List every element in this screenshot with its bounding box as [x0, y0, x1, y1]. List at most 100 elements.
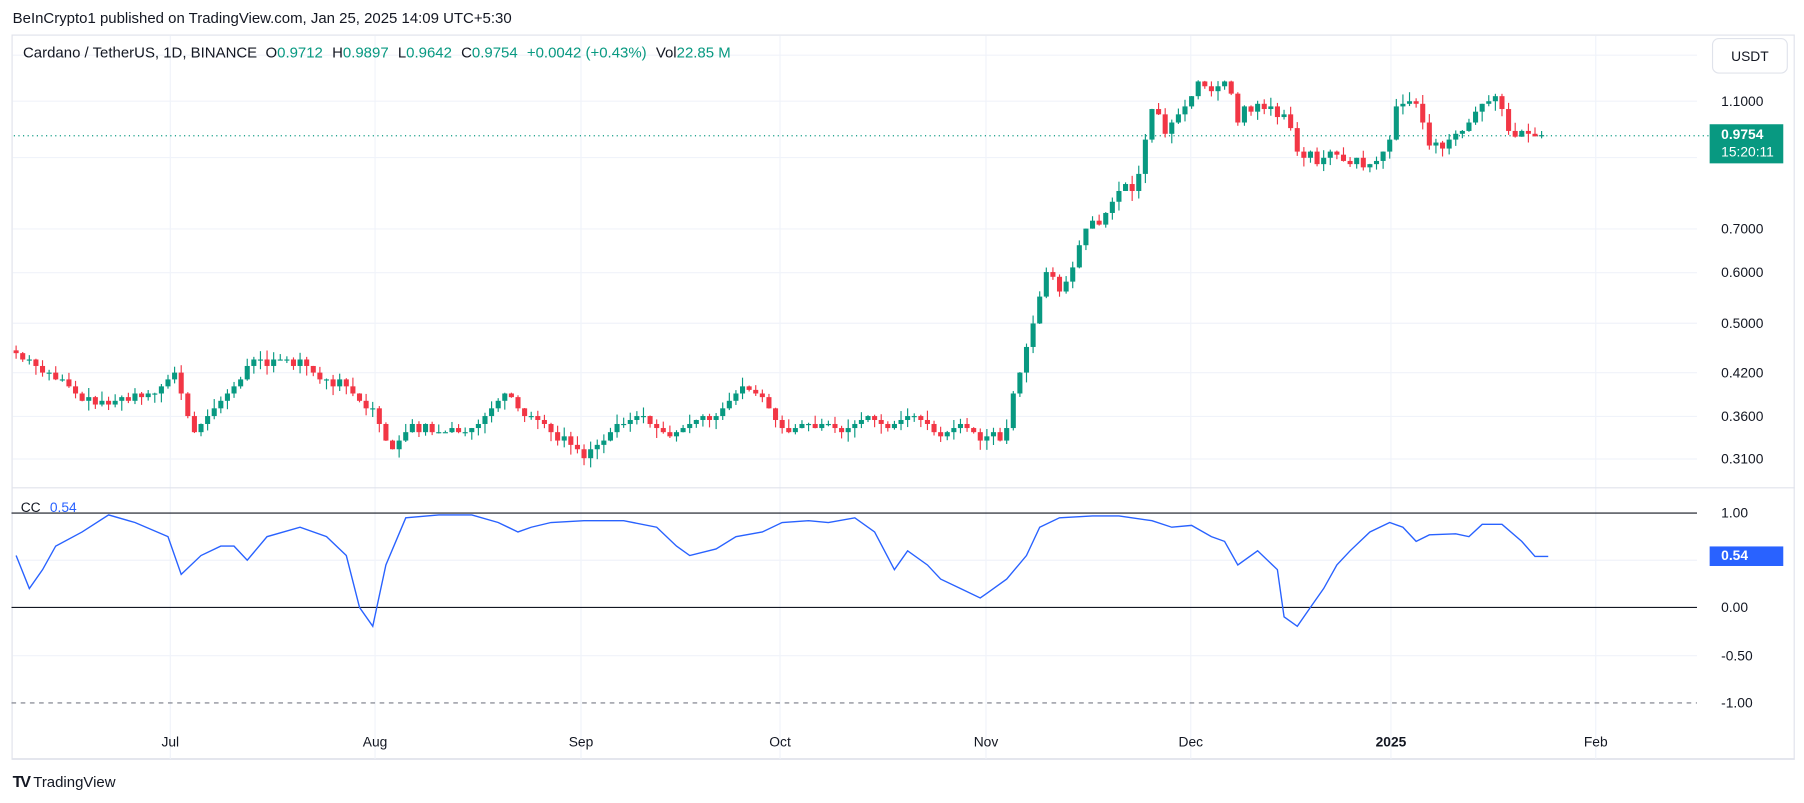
candle-body: [310, 365, 316, 373]
change-value: +0.0042 (+0.43%): [526, 43, 647, 61]
candle: [601, 434, 607, 454]
candle-body: [957, 423, 963, 429]
candle: [1387, 135, 1393, 159]
candle-body: [152, 393, 158, 395]
candle: [383, 422, 389, 441]
candle: [839, 425, 845, 439]
candle: [865, 415, 871, 423]
candle-body: [1017, 372, 1023, 394]
candle-body: [1413, 101, 1419, 104]
candle-body: [1056, 276, 1063, 292]
candle: [621, 417, 627, 428]
candle: [720, 402, 726, 420]
time-axis-label: Oct: [769, 733, 791, 751]
candle-body: [1109, 201, 1115, 213]
candle-body: [1347, 160, 1353, 165]
candle-body: [376, 408, 382, 424]
candle-body: [409, 423, 415, 433]
candle-body: [185, 393, 191, 417]
candle: [389, 439, 396, 450]
candle: [152, 392, 158, 403]
candle: [1281, 109, 1287, 120]
high-label: H: [332, 43, 343, 61]
candle-body: [482, 416, 488, 424]
currency-button[interactable]: USDT: [1711, 37, 1788, 74]
candle: [1512, 122, 1518, 138]
candle: [911, 413, 917, 422]
candle: [39, 360, 46, 377]
candle-body: [1479, 103, 1485, 112]
candle-body: [1327, 151, 1333, 158]
time-axis-label: Sep: [568, 733, 594, 751]
candle-body: [238, 379, 244, 387]
candle: [1400, 94, 1406, 115]
candle-body: [211, 408, 217, 417]
candle-body: [502, 393, 508, 401]
candle-body: [1373, 160, 1380, 165]
candle-body: [53, 372, 59, 380]
candle: [1090, 216, 1096, 229]
candle: [832, 416, 838, 433]
price-axis-label: 0.6000: [1721, 264, 1764, 281]
price-axis-label: 0.5000: [1721, 315, 1764, 332]
candle: [1050, 267, 1056, 280]
candle: [1096, 214, 1102, 226]
candle-body: [1103, 212, 1109, 225]
candle: [1215, 81, 1221, 101]
candle: [1519, 129, 1525, 137]
candle: [462, 427, 468, 437]
candle-body: [1235, 93, 1241, 123]
candle: [224, 389, 230, 410]
candle: [165, 374, 171, 389]
symbol-legend[interactable]: Cardano / TetherUS, 1D, BINANCE O0.9712 H…: [23, 44, 740, 61]
volume-value: 22.85 M: [676, 43, 731, 61]
low-label: L: [397, 43, 407, 61]
candle-body: [1248, 106, 1254, 112]
candle: [489, 401, 495, 423]
candle: [1459, 130, 1465, 139]
candle: [323, 378, 330, 390]
candle-body: [489, 408, 495, 417]
candle: [317, 366, 323, 384]
tradingview-logo[interactable]: TV TradingView: [13, 772, 116, 790]
candle-body: [1076, 245, 1082, 268]
candle-body: [1142, 139, 1148, 174]
candle-body: [165, 379, 171, 387]
candle-body: [1400, 103, 1406, 107]
candle: [1453, 130, 1459, 146]
candle: [1208, 81, 1214, 97]
candle-body: [627, 419, 633, 424]
candle-body: [1043, 272, 1049, 297]
candle-body: [1532, 133, 1538, 137]
candle: [1129, 175, 1135, 201]
candle-body: [158, 386, 164, 394]
candle-body: [1406, 101, 1413, 104]
candle-body: [1420, 103, 1426, 123]
candle: [990, 427, 997, 445]
candle-body: [290, 359, 297, 366]
candle-body: [1255, 103, 1261, 112]
candle: [1175, 108, 1181, 124]
candle-body: [79, 393, 85, 401]
candle-body: [528, 416, 534, 418]
candle: [1076, 240, 1082, 269]
candle: [957, 418, 963, 434]
candle: [423, 423, 429, 436]
candle: [403, 423, 409, 443]
candle-body: [951, 428, 957, 433]
candle-body: [442, 432, 448, 434]
candle: [1268, 97, 1274, 116]
candle-body: [759, 393, 765, 398]
candle: [1142, 134, 1148, 184]
candle: [977, 428, 983, 450]
candle-body: [330, 379, 336, 387]
indicator-legend[interactable]: CC 0.54: [21, 499, 77, 515]
candle-body: [515, 397, 521, 409]
candle: [218, 396, 224, 414]
candle: [297, 352, 303, 374]
candle: [1004, 419, 1010, 444]
candle-body: [640, 416, 647, 418]
candle-body: [964, 423, 970, 429]
candle: [1030, 315, 1036, 354]
